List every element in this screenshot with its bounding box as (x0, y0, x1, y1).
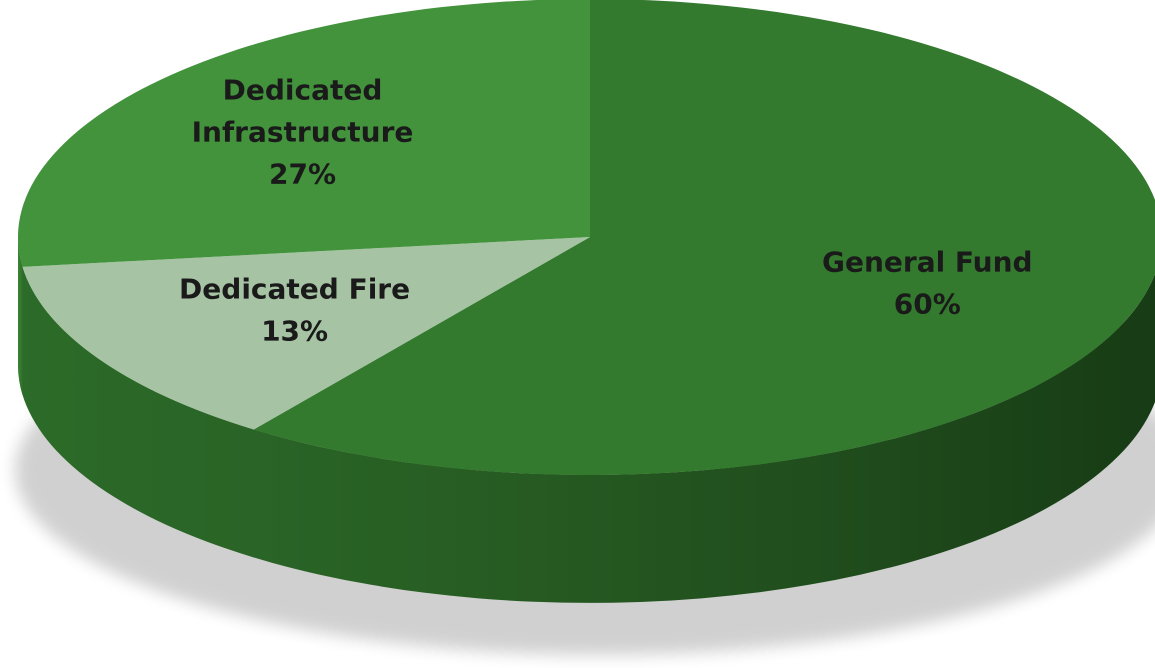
slice-label-dedicated-fire: Dedicated Fire 13% (179, 273, 410, 348)
pie-slice-general-fund (253, 0, 1155, 475)
pie-slice-dedicated-fire (22, 237, 591, 430)
slice-percent-label: 60% (894, 288, 961, 321)
slice-label-general-fund: General Fund 60% (822, 246, 1033, 321)
slice-percent-label: 13% (261, 315, 328, 348)
slice-name-label: Dedicated Fire (179, 273, 410, 306)
pie-top-group (18, 0, 1155, 475)
pie-side-wall (18, 237, 1155, 603)
slice-name-label: General Fund (822, 246, 1033, 279)
slice-name-label: Dedicated (223, 74, 383, 107)
pie-side-group (18, 237, 1155, 603)
slice-percent-label: 27% (269, 158, 336, 191)
slice-name-label: Infrastructure (192, 116, 414, 149)
pie-label-group: General Fund 60%Dedicated Fire 13%Dedicate… (179, 74, 1033, 348)
slice-label-dedicated-infrastructure: Dedicated Infrastructure 27% (192, 74, 414, 191)
pie-slice-dedicated-infrastructure (18, 0, 590, 267)
pie-side-wall-dedicated-infrastructure (18, 237, 23, 395)
